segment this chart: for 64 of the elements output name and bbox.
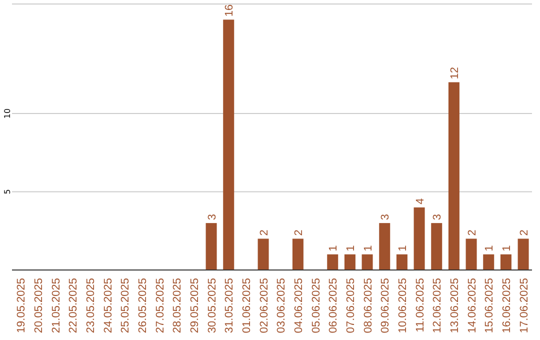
data-label: 1	[362, 245, 374, 252]
bar	[448, 82, 460, 270]
x-tick-label: 17.06.2025	[518, 278, 530, 334]
bar	[518, 238, 529, 270]
x-tick-label: 11.06.2025	[414, 278, 426, 332]
x-tick-label: 25.05.2025	[120, 278, 132, 334]
y-tick-label: 5	[3, 189, 12, 194]
x-tick-label: 28.05.2025	[172, 278, 184, 334]
data-label: 1	[344, 245, 357, 252]
data-label: 3	[432, 214, 444, 220]
bar	[292, 238, 304, 270]
data-label: 2	[258, 230, 270, 236]
data-label: 16	[224, 4, 236, 17]
x-tick-label: 30.05.2025	[206, 278, 218, 334]
bar	[500, 254, 512, 270]
x-tick-label: 31.05.2025	[224, 278, 236, 334]
x-tick-label: 20.05.2025	[33, 278, 45, 334]
data-label: 4	[414, 198, 426, 204]
bar	[396, 254, 408, 270]
data-label: 3	[380, 214, 392, 220]
x-tick-label: 02.06.2025	[258, 278, 270, 334]
bar	[362, 254, 373, 270]
bar	[414, 207, 425, 270]
x-tick-label: 19.05.2025	[16, 278, 28, 334]
x-tick-label: 15.06.2025	[484, 278, 496, 334]
x-tick-label: 22.05.2025	[68, 278, 80, 334]
x-tick-label: 14.06.2025	[466, 278, 478, 334]
data-label: 1	[396, 245, 409, 252]
data-label: 2	[466, 230, 478, 236]
bar	[466, 238, 477, 270]
x-tick-label: 12.06.2025	[432, 278, 444, 334]
x-tick-label: 21.05.2025	[50, 278, 62, 334]
x-tick-label: 23.05.2025	[85, 278, 97, 334]
x-tick-label: 29.05.2025	[189, 278, 201, 334]
x-tick-label: 26.05.2025	[137, 278, 149, 334]
data-label: 12	[448, 66, 461, 80]
bar	[206, 223, 217, 270]
data-label: 1	[328, 245, 340, 252]
x-tick-label: 24.05.2025	[102, 278, 114, 334]
x-tick-label: 03.06.2025	[276, 278, 288, 334]
data-label: 3	[206, 214, 218, 220]
bar	[223, 20, 234, 270]
x-tick-label: 27.05.2025	[154, 278, 166, 334]
x-tick-label: 05.06.2025	[310, 278, 322, 334]
bar	[344, 254, 356, 270]
x-tick-label: 16.06.2025	[501, 278, 513, 334]
x-tick-label: 06.06.2025	[328, 278, 340, 334]
x-tick-label: 10.06.2025	[397, 278, 409, 334]
bar	[379, 223, 390, 270]
x-tick-label: 04.06.2025	[293, 278, 305, 334]
data-label: 1	[484, 245, 496, 252]
data-label: 1	[500, 245, 513, 252]
x-tick-label: 08.06.2025	[362, 278, 374, 334]
data-label: 2	[518, 230, 530, 236]
bar	[483, 254, 494, 270]
x-tick-label: 09.06.2025	[380, 278, 392, 334]
x-tick-label: 13.06.2025	[449, 278, 461, 334]
x-tick-label: 01.06.2025	[241, 278, 253, 334]
x-tick-label: 07.06.2025	[345, 278, 357, 334]
bar	[327, 254, 338, 270]
data-label: 2	[292, 230, 305, 236]
bar	[431, 223, 442, 270]
bar	[258, 238, 269, 270]
y-tick-label: 10	[3, 108, 12, 119]
